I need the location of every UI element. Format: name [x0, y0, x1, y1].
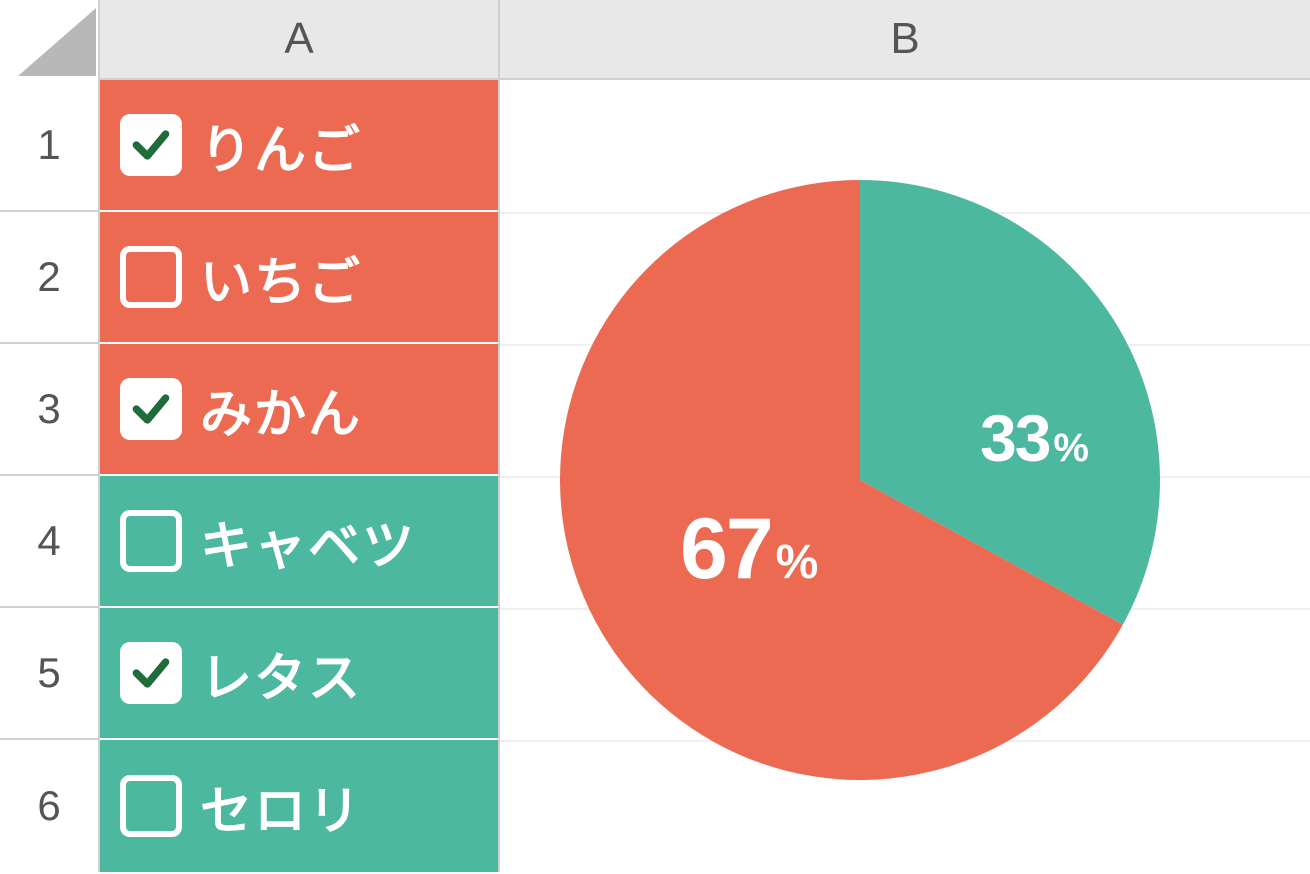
item-cell[interactable]: セロリ	[100, 740, 498, 872]
percent-sign: %	[776, 535, 819, 590]
row-header-strip: 123456	[0, 80, 100, 872]
item-label: キャベツ	[200, 504, 416, 579]
checkbox[interactable]	[120, 378, 182, 440]
check-icon	[129, 387, 173, 431]
row-header-1[interactable]: 1	[0, 80, 100, 212]
checkbox[interactable]	[120, 246, 182, 308]
column-header-b[interactable]: B	[500, 0, 1310, 78]
pie-value: 33	[980, 400, 1049, 476]
row-header-5[interactable]: 5	[0, 608, 100, 740]
pie-value: 67	[680, 500, 772, 599]
spreadsheet: A B 123456 りんごいちごみかんキャベツレタスセロリ 33 % 67 %	[0, 0, 1310, 874]
row-header-4[interactable]: 4	[0, 476, 100, 608]
checkbox[interactable]	[120, 775, 182, 837]
item-label: いちご	[200, 240, 362, 315]
item-cell[interactable]: レタス	[100, 608, 498, 740]
row-header-6[interactable]: 6	[0, 740, 100, 872]
percent-sign: %	[1053, 426, 1089, 471]
item-label: セロリ	[200, 769, 362, 844]
corner-triangle-icon	[0, 0, 100, 80]
checkbox[interactable]	[120, 114, 182, 176]
row-header-2[interactable]: 2	[0, 212, 100, 344]
item-cell[interactable]: いちご	[100, 212, 498, 344]
item-label: りんご	[200, 108, 362, 183]
item-cell[interactable]: キャベツ	[100, 476, 498, 608]
checkbox[interactable]	[120, 642, 182, 704]
select-all-corner[interactable]	[0, 0, 100, 80]
check-icon	[129, 651, 173, 695]
item-cell[interactable]: みかん	[100, 344, 498, 476]
column-header-a[interactable]: A	[100, 0, 500, 78]
row-header-3[interactable]: 3	[0, 344, 100, 476]
column-b-cell: 33 % 67 %	[500, 80, 1310, 872]
item-label: レタス	[200, 636, 362, 711]
check-icon	[129, 123, 173, 167]
column-header-row: A B	[0, 0, 1310, 80]
item-label: みかん	[200, 372, 362, 447]
checkbox[interactable]	[120, 510, 182, 572]
pie-chart-svg	[550, 170, 1170, 790]
column-a-cells: りんごいちごみかんキャベツレタスセロリ	[100, 80, 500, 872]
pie-chart: 33 % 67 %	[550, 170, 1170, 790]
item-cell[interactable]: りんご	[100, 80, 498, 212]
pie-slice-label-small: 33 %	[980, 400, 1089, 476]
pie-slice-label-large: 67 %	[680, 500, 818, 599]
